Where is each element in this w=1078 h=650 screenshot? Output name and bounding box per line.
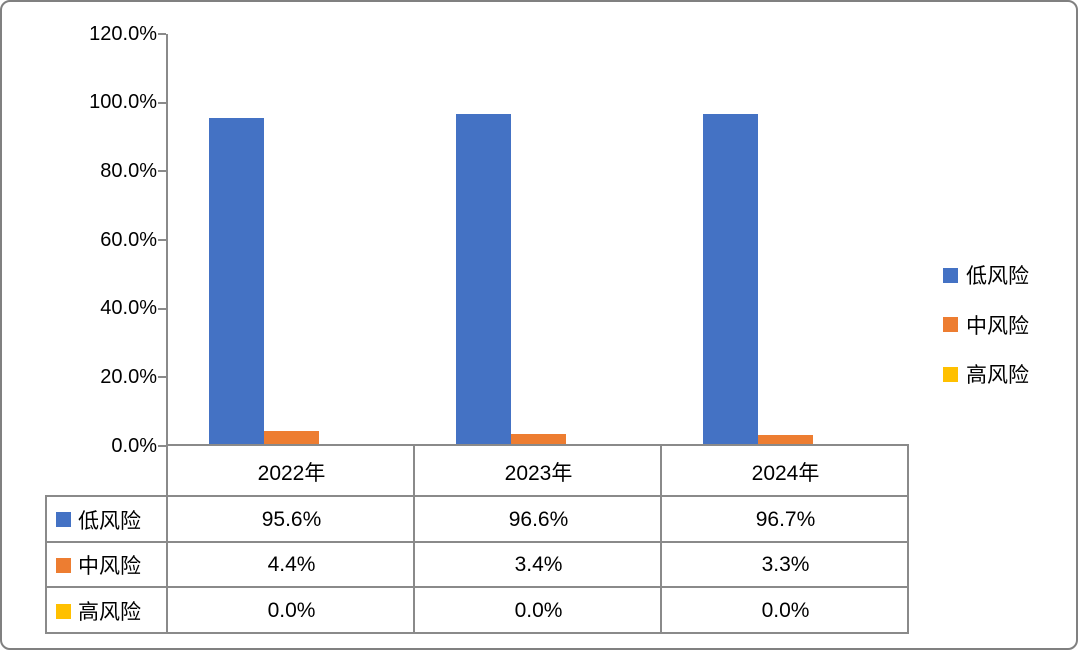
legend-key-icon — [56, 603, 71, 619]
table-row-label-中风险: 中风险 — [47, 543, 168, 589]
bar-低风险-2022年 — [209, 117, 264, 446]
table-value-cell: 0.0% — [761, 599, 810, 623]
y-axis-tick-label: 40.0% — [100, 297, 157, 320]
legend-swatch-icon — [943, 317, 958, 332]
bar-低风险-2024年 — [703, 113, 758, 446]
table-value-cell: 0.0% — [267, 599, 316, 623]
table-value-cell: 95.6% — [261, 507, 322, 531]
table-border-horizontal — [47, 495, 909, 497]
table-border-vertical — [660, 444, 662, 634]
legend-swatch-icon — [943, 366, 958, 382]
y-axis-tick-mark — [158, 307, 166, 310]
table-value-cell: 0.0% — [514, 599, 563, 623]
y-axis-line — [166, 34, 168, 634]
table-border-horizontal — [47, 540, 909, 543]
y-axis-tick-label: 20.0% — [100, 365, 157, 388]
table-border-vertical — [413, 444, 415, 634]
table-header-cell: 2023年 — [504, 461, 573, 485]
legend-item-高风险: 高风险 — [943, 363, 1073, 387]
bar-中风险-2024年 — [758, 434, 813, 446]
x-axis-line — [166, 444, 909, 446]
series-name: 低风险 — [78, 509, 141, 533]
table-value-cell: 3.4% — [514, 553, 563, 577]
y-axis-tick-mark — [158, 376, 166, 379]
y-axis-tick-label: 120.0% — [89, 22, 157, 45]
table-border-vertical — [907, 444, 909, 634]
legend: 低风险 中风险 高风险 — [943, 264, 1073, 387]
y-axis-tick-mark — [158, 33, 166, 35]
y-axis-tick-mark — [158, 239, 166, 241]
y-axis-tick-label: 100.0% — [89, 91, 157, 114]
legend-label: 低风险 — [966, 265, 1029, 288]
y-axis-tick-label: 80.0% — [100, 159, 157, 182]
table-value-cell: 3.3% — [761, 553, 810, 577]
table-header-cell: 2024年 — [751, 461, 820, 485]
table-border-horizontal — [47, 586, 909, 589]
table-border-horizontal — [47, 632, 909, 634]
table-border-vertical — [45, 495, 47, 634]
series-name: 高风险 — [78, 601, 141, 625]
legend-key-icon — [56, 512, 71, 528]
legend-item-低风险: 低风险 — [943, 264, 1073, 288]
legend-label: 高风险 — [966, 364, 1029, 387]
legend-label: 中风险 — [966, 314, 1029, 338]
legend-key-icon — [56, 557, 71, 573]
bar-中风险-2022年 — [264, 430, 319, 446]
y-axis-tick-mark — [158, 101, 166, 104]
y-axis-tick-mark — [158, 170, 166, 173]
series-name: 中风险 — [78, 555, 141, 579]
table-header-cell: 2022年 — [257, 461, 326, 485]
table-value-cell: 96.6% — [508, 507, 569, 531]
table-value-cell: 4.4% — [267, 553, 316, 577]
y-axis-tick-mark — [158, 445, 166, 447]
table-row-label-低风险: 低风险 — [47, 497, 168, 543]
bar-低风险-2023年 — [456, 114, 511, 446]
table-row-label-高风险: 高风险 — [47, 588, 168, 634]
y-axis-tick-label: 60.0% — [100, 228, 157, 251]
bar-中风险-2023年 — [511, 434, 566, 446]
legend-swatch-icon — [943, 267, 958, 283]
legend-item-中风险: 中风险 — [943, 314, 1073, 338]
y-axis-tick-label: 0.0% — [111, 434, 157, 457]
table-value-cell: 96.7% — [755, 507, 816, 531]
